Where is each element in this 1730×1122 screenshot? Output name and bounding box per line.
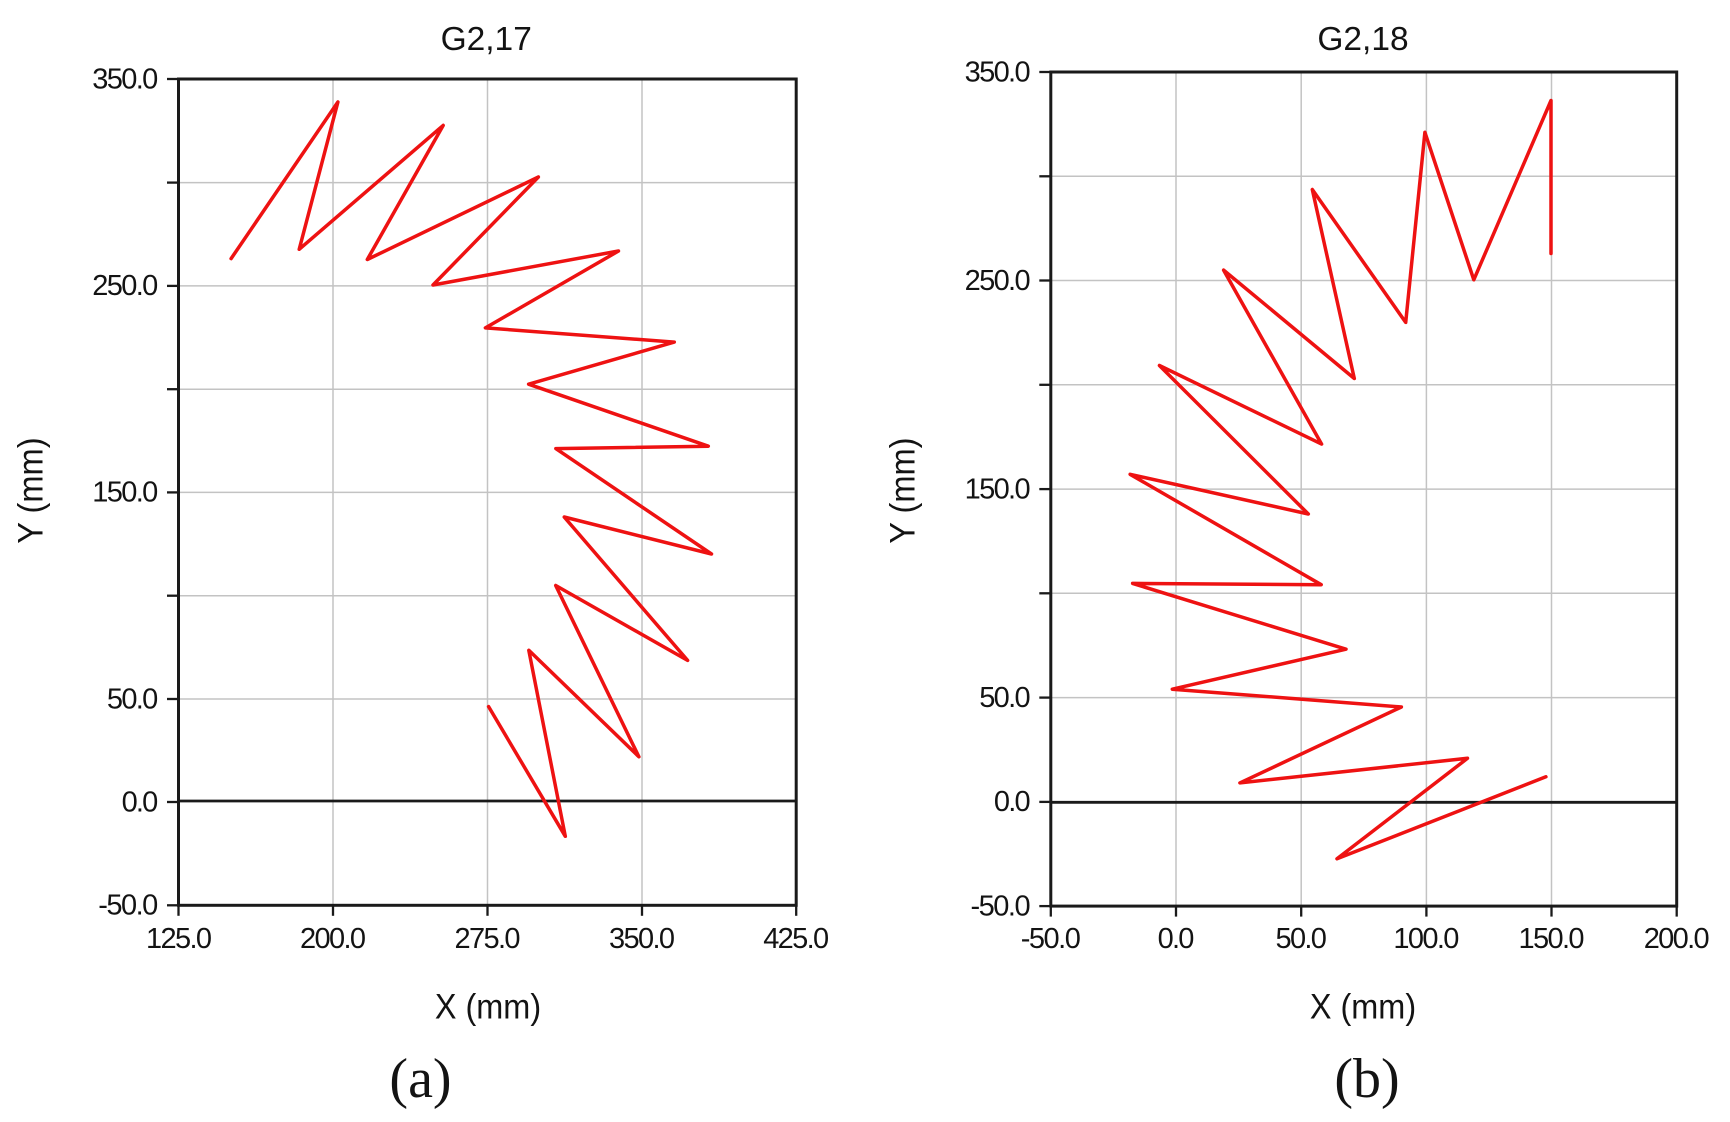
svg-text:150.0: 150.0 [965, 473, 1031, 505]
svg-text:100.0: 100.0 [1393, 923, 1459, 955]
svg-text:425.0: 425.0 [763, 923, 829, 955]
svg-text:Y (mm): Y (mm) [10, 437, 50, 543]
svg-text:(a): (a) [389, 1048, 451, 1110]
svg-text:-50.0: -50.0 [971, 890, 1031, 922]
svg-text:X (mm): X (mm) [1310, 987, 1416, 1027]
svg-text:350.0: 350.0 [609, 923, 675, 955]
svg-text:250.0: 250.0 [92, 270, 158, 302]
svg-text:150.0: 150.0 [1519, 923, 1585, 955]
svg-text:350.0: 350.0 [965, 56, 1031, 88]
svg-text:X (mm): X (mm) [435, 987, 541, 1027]
svg-text:(b): (b) [1334, 1048, 1399, 1110]
svg-text:G2,17: G2,17 [441, 21, 532, 58]
svg-text:150.0: 150.0 [92, 477, 158, 509]
svg-text:-50.0: -50.0 [98, 890, 158, 922]
svg-text:G2,18: G2,18 [1317, 21, 1408, 58]
svg-text:275.0: 275.0 [455, 923, 521, 955]
svg-text:350.0: 350.0 [92, 63, 158, 95]
svg-text:50.0: 50.0 [107, 683, 158, 715]
svg-text:-50.0: -50.0 [1021, 923, 1081, 955]
svg-text:0.0: 0.0 [1158, 923, 1195, 955]
svg-text:0.0: 0.0 [122, 786, 159, 818]
svg-text:50.0: 50.0 [979, 682, 1030, 714]
svg-text:Y (mm): Y (mm) [883, 437, 923, 543]
svg-text:200.0: 200.0 [300, 923, 366, 955]
svg-text:125.0: 125.0 [146, 923, 212, 955]
svg-text:200.0: 200.0 [1644, 923, 1710, 955]
svg-text:250.0: 250.0 [965, 265, 1031, 297]
svg-text:50.0: 50.0 [1276, 923, 1327, 955]
svg-text:0.0: 0.0 [994, 786, 1031, 818]
